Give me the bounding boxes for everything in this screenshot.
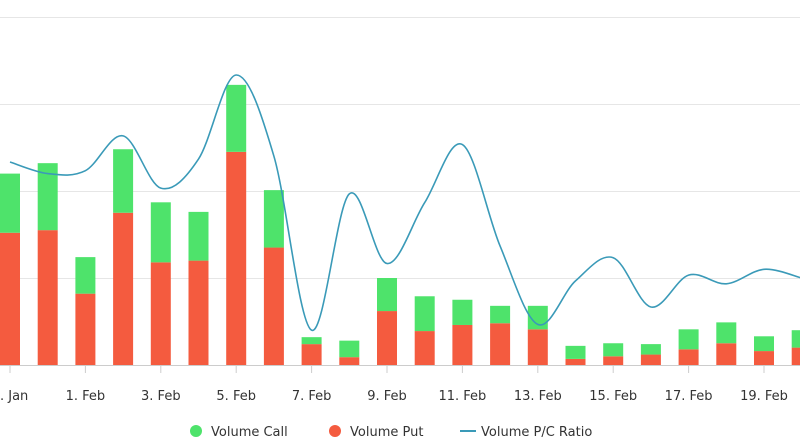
x-tick-label: 7. Feb bbox=[292, 389, 332, 404]
bar-call[interactable] bbox=[452, 299, 473, 325]
bar-call[interactable] bbox=[263, 190, 284, 248]
x-tick-label: 17. Feb bbox=[665, 389, 713, 404]
x-tick-label: 9. Feb bbox=[367, 389, 407, 404]
ratio-line[interactable] bbox=[9, 74, 800, 332]
x-tick-label: 1. Feb bbox=[66, 389, 106, 404]
legend-label: Volume Put bbox=[350, 425, 423, 440]
x-tick-label: 19. Feb bbox=[740, 389, 788, 404]
bar-call[interactable] bbox=[791, 330, 800, 348]
legend[interactable]: Volume Call Volume Put Volume P/C Ratio bbox=[190, 425, 592, 440]
bar-call[interactable] bbox=[226, 84, 247, 152]
bar-put[interactable] bbox=[527, 329, 548, 365]
x-tick-label: 3. Feb bbox=[141, 389, 181, 404]
bar-put[interactable] bbox=[640, 354, 661, 365]
x-tick-label: 15. Feb bbox=[589, 389, 637, 404]
bar-put[interactable] bbox=[263, 247, 284, 365]
bar-call[interactable] bbox=[565, 345, 586, 359]
bar-series bbox=[0, 84, 800, 365]
x-tick-label: 11. Feb bbox=[438, 389, 486, 404]
legend-label: Volume P/C Ratio bbox=[481, 425, 592, 440]
x-tick-label: 0. Jan bbox=[0, 389, 28, 404]
bar-put[interactable] bbox=[490, 323, 511, 365]
bar-call[interactable] bbox=[301, 337, 322, 345]
bar-put[interactable] bbox=[791, 347, 800, 365]
bar-call[interactable] bbox=[678, 329, 699, 350]
bar-call[interactable] bbox=[754, 336, 774, 352]
bar-put[interactable] bbox=[377, 311, 397, 365]
legend-item[interactable]: Volume Put bbox=[329, 425, 423, 440]
x-tick-label: 5. Feb bbox=[216, 389, 256, 404]
legend-label: Volume Call bbox=[211, 425, 288, 440]
bar-put[interactable] bbox=[226, 151, 247, 365]
bar-put[interactable] bbox=[75, 293, 96, 365]
bar-put[interactable] bbox=[716, 343, 737, 365]
bar-call[interactable] bbox=[113, 149, 134, 213]
bar-put[interactable] bbox=[301, 344, 322, 365]
legend-item[interactable]: Volume P/C Ratio bbox=[460, 425, 592, 440]
bar-put[interactable] bbox=[452, 324, 473, 365]
bar-put[interactable] bbox=[113, 212, 134, 365]
bar-call[interactable] bbox=[414, 296, 435, 332]
bar-put[interactable] bbox=[678, 349, 699, 365]
bar-call[interactable] bbox=[377, 278, 397, 312]
bar-put[interactable] bbox=[37, 230, 58, 365]
legend-item[interactable]: Volume Call bbox=[190, 425, 288, 440]
bar-call[interactable] bbox=[527, 305, 548, 330]
bar-put[interactable] bbox=[565, 358, 586, 365]
bar-call[interactable] bbox=[150, 202, 171, 263]
bar-put[interactable] bbox=[150, 262, 171, 365]
bar-put[interactable] bbox=[754, 351, 774, 365]
bar-call[interactable] bbox=[339, 340, 360, 358]
bar-put[interactable] bbox=[603, 356, 624, 365]
legend-marker-icon bbox=[329, 425, 341, 437]
ratio-line-series bbox=[9, 74, 800, 332]
bar-call[interactable] bbox=[37, 163, 58, 231]
bar-call[interactable] bbox=[640, 344, 661, 355]
bar-call[interactable] bbox=[490, 305, 511, 324]
bar-call[interactable] bbox=[75, 257, 96, 294]
bar-call[interactable] bbox=[0, 173, 20, 233]
bar-call[interactable] bbox=[188, 211, 209, 261]
bar-call[interactable] bbox=[716, 322, 737, 344]
bar-call[interactable] bbox=[603, 343, 624, 357]
x-tick-label: 13. Feb bbox=[514, 389, 562, 404]
bar-put[interactable] bbox=[0, 232, 20, 365]
bar-put[interactable] bbox=[188, 260, 209, 365]
x-axis: 0. Jan 1. Feb 3. Feb 5. Feb 7. Feb 9. Feb 11. … bbox=[0, 365, 800, 404]
bar-put[interactable] bbox=[339, 357, 360, 365]
bar-put[interactable] bbox=[414, 331, 435, 365]
legend-marker-icon bbox=[190, 425, 202, 437]
